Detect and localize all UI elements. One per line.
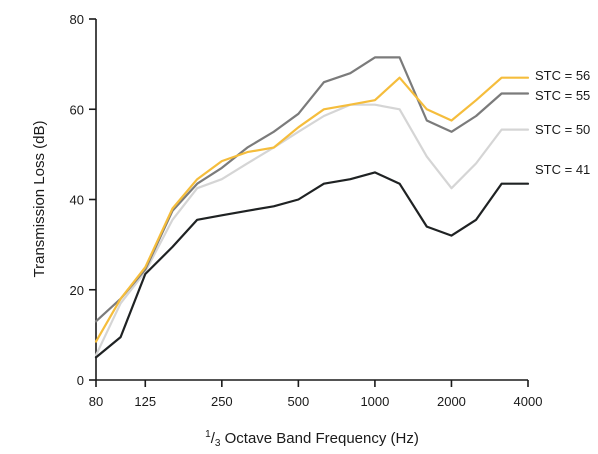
x-ticks: 80 125 250 500 1000 2000 4000 <box>89 380 543 409</box>
x-tick-label: 125 <box>134 394 156 409</box>
series-line-stc-50 <box>94 103 530 357</box>
x-tick-label: 250 <box>211 394 233 409</box>
x-tick-label: 80 <box>89 394 103 409</box>
series-label: STC = 55 <box>535 88 590 103</box>
y-axis-title: Transmission Loss (dB) <box>31 121 48 278</box>
x-tick-label: 2000 <box>437 394 466 409</box>
x-axis-title-numerator: 1 <box>205 429 211 440</box>
series-lines <box>94 56 530 359</box>
x-tick-label: 4000 <box>514 394 543 409</box>
y-tick-label: 20 <box>70 283 84 298</box>
series-line-stc-41 <box>94 171 530 359</box>
y-tick-label: 60 <box>70 102 84 117</box>
series-line-stc-55 <box>94 56 530 323</box>
y-tick-label: 40 <box>70 193 84 208</box>
series-line-stc-56 <box>94 76 530 343</box>
x-axis-title-slash: / <box>211 430 216 447</box>
axes: 0 20 40 60 80 80 125 250 500 1000 2000 4000 <box>70 12 543 409</box>
series-label: STC = 56 <box>535 68 590 83</box>
x-tick-label: 1000 <box>360 394 389 409</box>
series-label: STC = 41 <box>535 162 590 177</box>
y-tick-label: 80 <box>70 12 84 27</box>
x-tick-label: 500 <box>288 394 310 409</box>
x-axis-title-text: Octave Band Frequency (Hz) <box>220 430 418 447</box>
series-labels: STC = 56 STC = 55 STC = 50 STC = 41 <box>535 68 590 177</box>
x-axis-title: 1/3 Octave Band Frequency (Hz) <box>205 429 419 449</box>
y-ticks: 0 20 40 60 80 <box>70 12 96 388</box>
x-axis-title-denominator: 3 <box>215 438 221 449</box>
y-tick-label: 0 <box>77 373 84 388</box>
series-label: STC = 50 <box>535 122 590 137</box>
